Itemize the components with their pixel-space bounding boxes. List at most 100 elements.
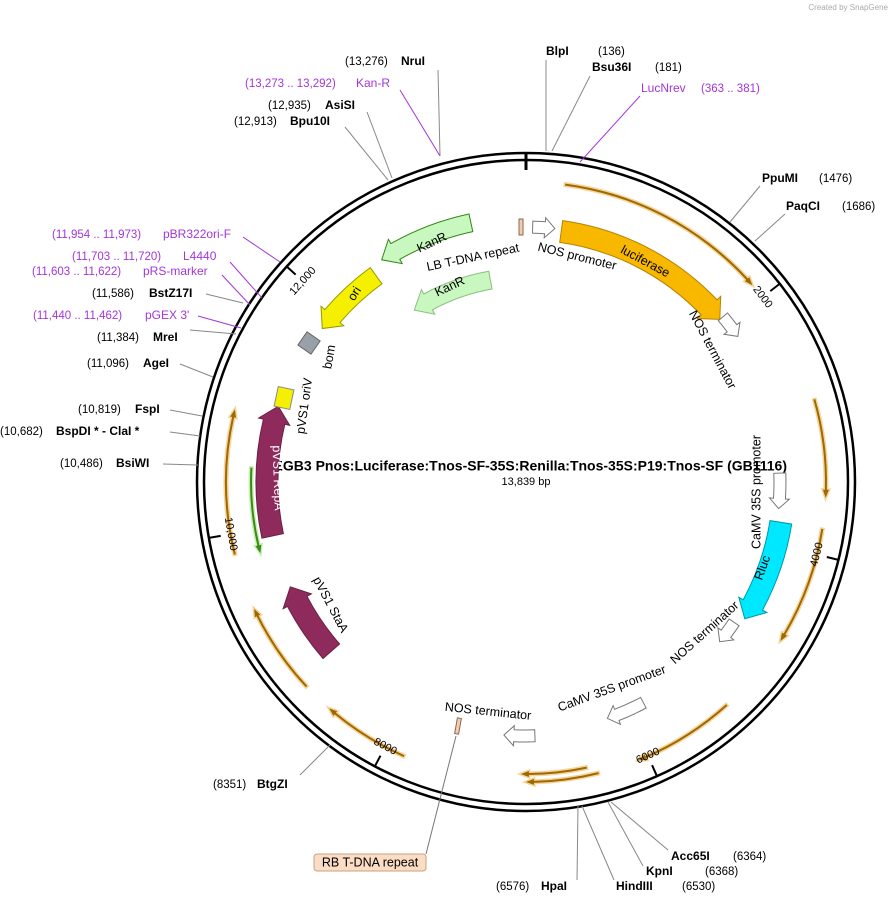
site-leader	[205, 293, 244, 304]
map-length: 13,839 bp	[502, 476, 551, 488]
site-name: PpuMI	[762, 171, 798, 185]
site-leader	[162, 463, 199, 466]
site-name: FspI	[135, 402, 160, 416]
site-name: BsiWI	[116, 456, 149, 470]
site-name: Bsu36I	[592, 60, 631, 74]
feature-arrow	[320, 266, 383, 330]
ruler-label: 4000	[808, 541, 826, 568]
site-name: PaqCI	[786, 199, 820, 213]
site-position: (6530)	[682, 881, 715, 893]
feature-track	[223, 405, 238, 557]
site-leader	[610, 801, 669, 851]
site-position: (6364)	[733, 851, 766, 863]
feature-arrow	[737, 520, 793, 620]
primer-range: (11,703 .. 11,720)	[72, 251, 161, 263]
primer-leader	[221, 274, 251, 306]
site-name: NruI	[401, 54, 425, 68]
site-name: HindIII	[616, 879, 653, 893]
ruler-tick	[208, 534, 221, 539]
primer-leader	[579, 95, 641, 163]
primer-range: (11,954 .. 11,973)	[52, 229, 141, 241]
site-position: (6368)	[705, 866, 738, 878]
primer-name: pGEX 3'	[145, 308, 189, 322]
site-leader	[581, 805, 615, 881]
ruler-label: 10,000	[222, 516, 240, 551]
site-leader	[299, 744, 331, 776]
feature-track	[634, 702, 730, 762]
site-position: (181)	[655, 62, 682, 74]
site-leader	[551, 75, 591, 152]
site-leader	[179, 363, 214, 378]
feature-arrow	[255, 405, 291, 539]
site-leader	[729, 185, 761, 223]
ruler-tick	[373, 755, 382, 767]
site-name: HpaI	[541, 879, 567, 893]
map-title: pEGB3 Pnos:Luciferase:Tnos-SF-35S:Renill…	[265, 458, 787, 474]
site-name: Acc65I	[671, 849, 710, 863]
feature-label: pVS1 oriV	[293, 376, 315, 434]
site-name: BtgZI	[257, 777, 288, 791]
site-position: (12,913)	[234, 116, 277, 128]
primer-leader	[242, 236, 281, 263]
feature-label: ori	[345, 284, 364, 303]
feature-label: RB T-DNA repeat	[322, 855, 419, 869]
primer-leader	[197, 315, 242, 329]
site-position: (11,384)	[97, 332, 139, 344]
primer-range: (11,603 .. 11,622)	[32, 266, 121, 278]
site-name: AsiSI	[325, 98, 355, 112]
site-position: (11,096)	[87, 358, 129, 370]
feature-track	[325, 705, 407, 759]
ruler-tick	[651, 764, 658, 777]
feature-arrow	[717, 312, 741, 337]
site-leader	[169, 409, 203, 417]
primer-name: L4440	[183, 249, 217, 263]
feature-arrow	[413, 270, 493, 315]
site-position: (13,276)	[345, 56, 388, 68]
site-leader	[344, 126, 389, 181]
feature-arrow	[381, 213, 474, 265]
site-name: KpnI	[646, 864, 673, 878]
feature-box	[273, 385, 295, 411]
primer-leader	[229, 261, 263, 299]
feature-track	[248, 466, 264, 558]
feature-track	[252, 604, 310, 690]
primer-name: pBR322ori-F	[163, 227, 231, 241]
feature-track	[563, 181, 756, 289]
ruler-label: 12,000	[287, 265, 318, 298]
feature-arrow	[606, 696, 647, 726]
feature-label: CaMV 35S promoter	[749, 435, 763, 549]
feature-track	[516, 764, 589, 780]
site-name: MreI	[153, 330, 178, 344]
site-leader	[189, 329, 237, 335]
primer-name: pRS-marker	[143, 264, 208, 278]
site-position: (11,586)	[92, 288, 134, 300]
primer-range: (11,440 .. 11,462)	[33, 310, 122, 322]
feature-track	[521, 770, 601, 788]
feature-track	[778, 527, 826, 645]
feature-label: pVS1 RepA	[270, 445, 286, 511]
primer-range: (13,273 .. 13,292)	[245, 78, 336, 90]
site-position: (8351)	[213, 779, 246, 791]
site-leader	[607, 801, 644, 867]
site-position: (10,682)	[0, 426, 43, 438]
feature-box	[454, 717, 462, 735]
ruler-tick	[826, 556, 839, 561]
site-name: AgeI	[143, 356, 169, 370]
feature-box	[297, 331, 321, 355]
site-position: (136)	[598, 46, 625, 58]
site-leader	[437, 69, 441, 157]
ruler-label: 6000	[634, 746, 661, 767]
feature-label: CaMV 35S promoter	[556, 662, 668, 714]
rb-leader	[425, 735, 457, 855]
ruler-tick	[286, 265, 297, 276]
feature-label: bom	[320, 344, 338, 370]
site-leader	[754, 213, 786, 242]
site-position: (10,819)	[78, 404, 121, 416]
feature-box	[518, 218, 524, 236]
site-name: BstZ17I	[149, 286, 192, 300]
site-leader	[366, 111, 393, 179]
feature-arrow	[768, 472, 791, 510]
site-leader	[576, 805, 579, 881]
site-position: (1476)	[819, 173, 852, 185]
site-name: Bpu10I	[290, 114, 330, 128]
